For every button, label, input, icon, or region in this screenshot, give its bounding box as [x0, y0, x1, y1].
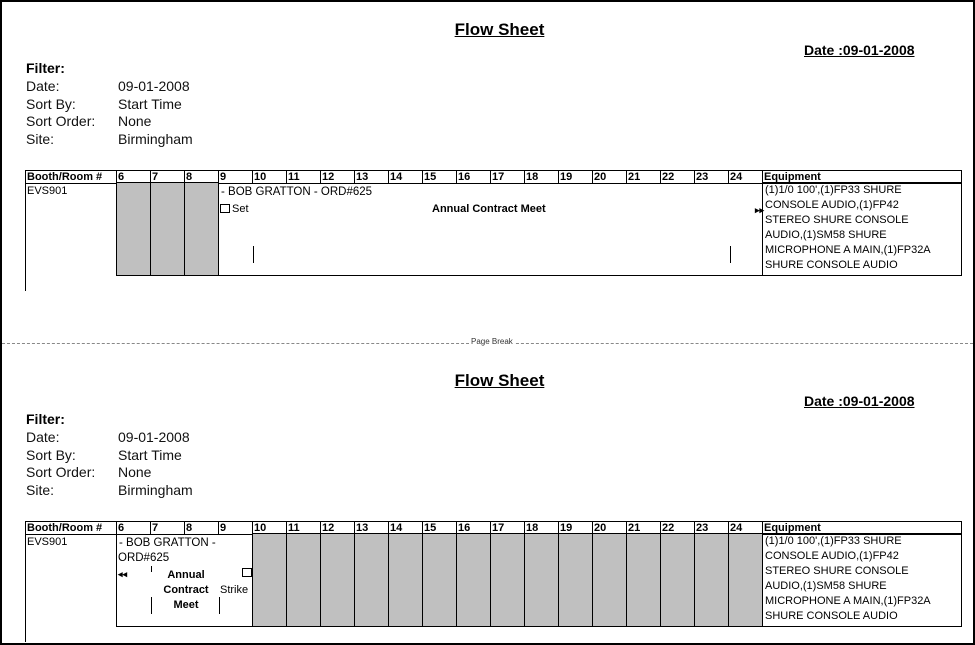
filter-label: Sort By:: [26, 95, 76, 112]
booth-header: Booth/Room #: [25, 521, 117, 535]
filter-label: Site:: [26, 481, 55, 498]
continue-right-icon: ▸▸: [755, 205, 765, 215]
filter-value: None: [118, 113, 152, 129]
equipment-header: Equipment: [762, 170, 962, 184]
filter-label: Date:: [26, 429, 60, 445]
filter-value: Birmingham: [118, 481, 193, 498]
equipment-line: AUDIO,(1)SM58 SHURE: [765, 580, 887, 592]
event-title-line[interactable]: Annual: [167, 569, 205, 581]
unavailable-hour-17: [490, 533, 525, 627]
equipment-header: Equipment: [762, 521, 962, 535]
report-title: Flow Sheet: [454, 20, 545, 39]
unavailable-hour-15: [422, 533, 457, 627]
filter-value: 09-01-2008: [118, 78, 190, 94]
start-tick: [151, 566, 152, 572]
unavailable-hour-19: [558, 533, 593, 627]
filter-value: None: [118, 464, 152, 480]
report-date: Date :09-01-2008: [804, 393, 915, 409]
unavailable-hour-20: [592, 533, 627, 627]
report-title: Flow Sheet: [454, 371, 545, 390]
equipment-cell: (1)1/0 100',(1)FP33 SHURE CONSOLE AUDIO,(…: [762, 182, 962, 276]
filter-label: Date:: [26, 78, 60, 94]
filter-label: Sort Order:: [26, 113, 96, 129]
filter-value: 09-01-2008: [118, 429, 190, 445]
page-break-label: Page Break: [469, 337, 515, 346]
booth-header: Booth/Room #: [25, 170, 117, 184]
equipment-line: SHURE CONSOLE AUDIO: [765, 610, 898, 622]
unavailable-hour-23: [694, 533, 729, 627]
filter-heading: Filter:: [26, 411, 65, 427]
equipment-line: (1)1/0 100',(1)FP33 SHURE: [765, 184, 902, 196]
equipment-line: STEREO SHURE CONSOLE: [765, 565, 909, 577]
event-title-line[interactable]: Contract: [163, 584, 209, 596]
unavailable-hour-16: [456, 533, 491, 627]
unavailable-hour-14: [388, 533, 423, 627]
equipment-line: (1)1/0 100',(1)FP33 SHURE: [765, 535, 902, 547]
unavailable-hour-12: [320, 533, 355, 627]
event-title-line[interactable]: Meet: [173, 599, 199, 611]
report-page-page2: Flow Sheet Date :09-01-2008 Filter: Date: 09…: [2, 353, 973, 643]
equipment-line: STEREO SHURE CONSOLE: [765, 214, 909, 226]
end-marker: [219, 597, 220, 614]
start-marker: [151, 597, 152, 614]
equipment-line: CONSOLE AUDIO,(1)FP42: [765, 550, 899, 562]
filter-heading: Filter:: [26, 60, 65, 76]
event-title[interactable]: Annual Contract Meet: [432, 203, 546, 215]
filter-value: Start Time: [118, 446, 182, 463]
equipment-line: MICROPHONE A MAIN,(1)FP32A: [765, 595, 931, 607]
unavailable-hour-7: [150, 182, 185, 276]
unavailable-hour-10: [252, 533, 287, 627]
equipment-line: SHURE CONSOLE AUDIO: [765, 259, 898, 271]
report-page-page1: Flow Sheet Date :09-01-2008 Filter: Date: 09…: [2, 2, 973, 322]
booth-cell: EVS901: [27, 536, 68, 548]
strike-label[interactable]: Strike: [220, 584, 249, 596]
unavailable-hour-24: [728, 533, 763, 627]
end-marker: [730, 246, 731, 263]
strike-checkbox-icon[interactable]: [242, 568, 252, 577]
unavailable-hour-21: [626, 533, 661, 627]
start-marker: [253, 246, 254, 263]
filter-value: Birmingham: [118, 130, 193, 147]
row-left-border: [25, 183, 26, 291]
unavailable-hour-6: [116, 182, 151, 276]
unavailable-hour-8: [184, 182, 219, 276]
booth-cell: EVS901: [27, 185, 68, 197]
equipment-cell: (1)1/0 100',(1)FP33 SHURE CONSOLE AUDIO,(…: [762, 533, 962, 627]
filter-label: Sort By:: [26, 446, 76, 463]
checkbox-icon: [220, 204, 230, 213]
filter-label: Site:: [26, 130, 55, 147]
booking-label[interactable]: - BOB GRATTON - ORD#625: [221, 186, 373, 198]
continue-left-icon: ◂◂: [118, 569, 128, 579]
unavailable-hour-13: [354, 533, 389, 627]
unavailable-hour-18: [524, 533, 559, 627]
equipment-line: CONSOLE AUDIO,(1)FP42: [765, 199, 899, 211]
equipment-line: AUDIO,(1)SM58 SHURE: [765, 229, 887, 241]
report-date: Date :09-01-2008: [804, 42, 915, 58]
filter-label: Sort Order:: [26, 464, 96, 480]
set-label: Set: [232, 203, 249, 215]
row-left-border: [25, 534, 26, 642]
set-marker[interactable]: Set: [220, 203, 249, 215]
filter-value: Start Time: [118, 95, 182, 112]
booking-label-line1[interactable]: - BOB GRATTON -: [119, 537, 216, 549]
unavailable-hour-22: [660, 533, 695, 627]
equipment-line: MICROPHONE A MAIN,(1)FP32A: [765, 244, 931, 256]
booking-label-line2[interactable]: ORD#625: [118, 552, 170, 564]
unavailable-hour-11: [286, 533, 321, 627]
